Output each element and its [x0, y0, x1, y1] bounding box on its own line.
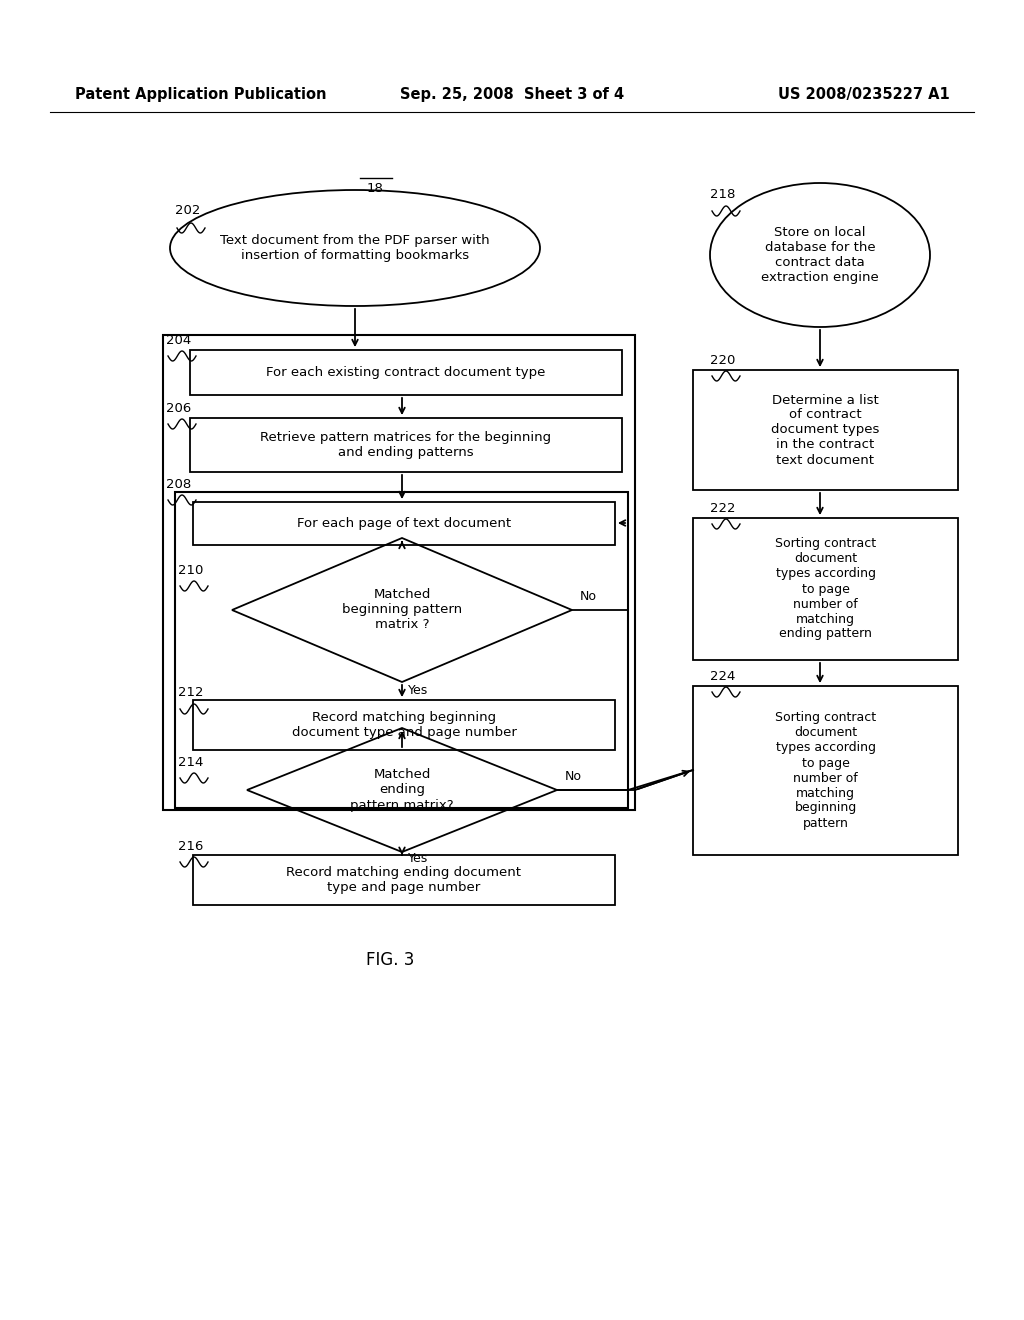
Text: 208: 208 — [166, 478, 191, 491]
Text: For each page of text document: For each page of text document — [297, 517, 511, 531]
Bar — [175, 492, 628, 808]
Bar — [193, 855, 615, 906]
Text: 204: 204 — [166, 334, 191, 346]
Bar — [193, 502, 615, 545]
Text: 202: 202 — [175, 203, 201, 216]
Text: US 2008/0235227 A1: US 2008/0235227 A1 — [778, 87, 950, 103]
Text: No: No — [565, 770, 582, 783]
Text: 218: 218 — [710, 189, 735, 202]
Bar — [693, 517, 958, 660]
Text: 224: 224 — [710, 669, 735, 682]
Text: Record matching ending document
type and page number: Record matching ending document type and… — [287, 866, 521, 894]
Text: For each existing contract document type: For each existing contract document type — [266, 366, 546, 379]
Text: 212: 212 — [178, 686, 204, 700]
Text: Matched
ending
pattern matrix?: Matched ending pattern matrix? — [350, 768, 454, 812]
Text: FIG. 3: FIG. 3 — [366, 950, 414, 969]
Text: 206: 206 — [166, 401, 191, 414]
Text: Sorting contract
document
types according
to page
number of
matching
beginning
p: Sorting contract document types accordin… — [775, 711, 877, 829]
Bar — [163, 335, 635, 810]
Text: Sorting contract
document
types according
to page
number of
matching
ending patt: Sorting contract document types accordin… — [775, 537, 877, 640]
Text: 210: 210 — [178, 564, 204, 577]
Text: Patent Application Publication: Patent Application Publication — [75, 87, 327, 103]
Text: Text document from the PDF parser with
insertion of formatting bookmarks: Text document from the PDF parser with i… — [220, 234, 489, 261]
Text: Determine a list
of contract
document types
in the contract
text document: Determine a list of contract document ty… — [771, 393, 880, 466]
Text: Yes: Yes — [408, 684, 428, 697]
Text: 220: 220 — [710, 354, 735, 367]
Text: 18: 18 — [367, 181, 383, 194]
Bar — [693, 370, 958, 490]
Text: Retrieve pattern matrices for the beginning
and ending patterns: Retrieve pattern matrices for the beginn… — [260, 432, 552, 459]
Text: Yes: Yes — [408, 851, 428, 865]
Text: Record matching beginning
document type and page number: Record matching beginning document type … — [292, 711, 516, 739]
Text: 214: 214 — [178, 755, 204, 768]
Bar — [190, 418, 622, 473]
Text: 222: 222 — [710, 502, 735, 515]
Text: 216: 216 — [178, 840, 204, 853]
Text: Matched
beginning pattern
matrix ?: Matched beginning pattern matrix ? — [342, 589, 462, 631]
Text: Sep. 25, 2008  Sheet 3 of 4: Sep. 25, 2008 Sheet 3 of 4 — [400, 87, 624, 103]
Bar — [190, 350, 622, 395]
Bar — [693, 686, 958, 855]
Text: No: No — [580, 590, 597, 603]
Bar — [193, 700, 615, 750]
Text: Store on local
database for the
contract data
extraction engine: Store on local database for the contract… — [761, 226, 879, 284]
